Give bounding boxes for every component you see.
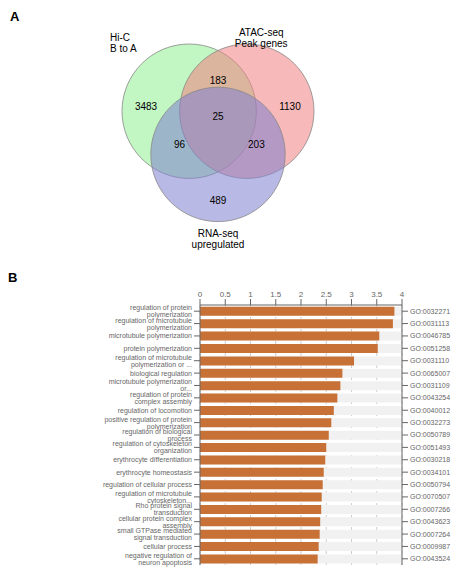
svg-text:GO:0043524: GO:0043524 — [410, 555, 450, 562]
svg-text:GO:0030218: GO:0030218 — [410, 456, 450, 463]
svg-text:GO:0046785: GO:0046785 — [410, 332, 450, 339]
svg-text:protein polymerization: protein polymerization — [124, 345, 193, 353]
html-text:polymerization: polymerization — [146, 311, 192, 319]
svg-text:3: 3 — [349, 290, 354, 299]
svg-text:GO:0007264: GO:0007264 — [410, 531, 450, 538]
svg-text:small GTPase mediatedsignal tr: small GTPase mediatedsignal transduction — [117, 527, 192, 542]
svg-text:biological regulation: biological regulation — [130, 370, 192, 378]
svg-text:ATAC-seqPeak genes: ATAC-seqPeak genes — [235, 27, 288, 49]
svg-text:regulation of proteincomplex a: regulation of proteincomplex assembly — [130, 391, 192, 406]
svg-text:1.5: 1.5 — [270, 290, 282, 299]
svg-text:regulation of cytoskeletonorga: regulation of cytoskeletonorganization — [113, 440, 192, 455]
html-text:cellular protein complex: cellular protein complex — [118, 514, 192, 522]
svg-text:GO:0050794: GO:0050794 — [410, 481, 450, 488]
svg-text:A: A — [10, 9, 20, 24]
svg-text:cellular process: cellular process — [143, 543, 192, 551]
svg-text:183: 183 — [210, 75, 227, 86]
svg-text:2.5: 2.5 — [321, 290, 333, 299]
svg-text:GO:0050789: GO:0050789 — [410, 431, 450, 438]
svg-text:GO:0070507: GO:0070507 — [410, 493, 450, 500]
svg-text:Hi-CB to A: Hi-CB to A — [110, 32, 137, 54]
svg-text:4: 4 — [400, 290, 405, 299]
html-text:transduction: transduction — [153, 509, 192, 517]
html-text:assembly: assembly — [162, 521, 192, 529]
svg-text:regulation of cellular process: regulation of cellular process — [103, 481, 193, 489]
svg-text:GO:0043254: GO:0043254 — [410, 394, 450, 401]
svg-text:GO:0051258: GO:0051258 — [410, 345, 450, 352]
svg-text:erythrocyte dïfferentiation: erythrocyte dïfferentiation — [113, 456, 192, 464]
html-text:regulation of protein: regulation of protein — [130, 304, 192, 312]
html-text:B: B — [8, 270, 18, 285]
html-text:polymerization: polymerization — [146, 422, 192, 430]
svg-text:regulation of locomotion: regulation of locomotion — [118, 407, 192, 415]
svg-text:203: 203 — [248, 139, 265, 150]
svg-text:regulation of microtubulepolym: regulation of microtubulepolymerization — [115, 317, 192, 332]
svg-text:3483: 3483 — [135, 101, 158, 112]
svg-text:1130: 1130 — [279, 101, 301, 112]
html-text:positive regulation of protein: positive regulation of protein — [104, 415, 192, 423]
svg-text:GO:0031109: GO:0031109 — [410, 382, 450, 389]
svg-text:96: 96 — [174, 139, 186, 150]
svg-text:GO:0032273: GO:0032273 — [410, 419, 450, 426]
svg-text:1: 1 — [248, 290, 253, 299]
html-text:Rho protein signal: Rho protein signal — [135, 502, 192, 510]
svg-text:489: 489 — [210, 195, 227, 206]
svg-text:erythrocyte homeostasis: erythrocyte homeostasis — [116, 469, 192, 477]
svg-text:GO:0040012: GO:0040012 — [410, 407, 450, 414]
html-text:cytoskeleton...: cytoskeleton... — [147, 496, 192, 504]
svg-text:GO:0065007: GO:0065007 — [410, 370, 450, 377]
svg-text:GO:0043623: GO:0043623 — [410, 518, 450, 525]
svg-text:RNA-sequpregulated: RNA-sequpregulated — [192, 228, 245, 250]
svg-text:GO:0007266: GO:0007266 — [410, 506, 450, 513]
svg-text:GO:0034101: GO:0034101 — [410, 469, 450, 476]
svg-text:GO:0031113: GO:0031113 — [410, 320, 449, 327]
svg-text:3.5: 3.5 — [371, 290, 383, 299]
html-text:regulation of biological: regulation of biological — [122, 428, 192, 435]
svg-text:25: 25 — [212, 111, 224, 122]
html-text:or...: or... — [180, 385, 192, 393]
svg-text:GO:0009987: GO:0009987 — [410, 543, 450, 550]
svg-text:microtubule polymerization: microtubule polymerization — [109, 332, 192, 340]
svg-text:0: 0 — [198, 290, 203, 299]
svg-text:GO:0032271: GO:0032271 — [410, 308, 450, 315]
svg-text:GO:0051493: GO:0051493 — [410, 444, 450, 451]
svg-text:regulation of microtubulepolym: regulation of microtubulepolymerization … — [115, 354, 192, 369]
html-text:microtubule polymerization: microtubule polymerization — [108, 378, 192, 386]
html-text:regulation of microtubule: regulation of microtubule — [115, 489, 192, 497]
svg-text:GO:0031110: GO:0031110 — [410, 357, 449, 364]
svg-text:negative regulation ofneuron a: negative regulation ofneuron apoptosis — [125, 552, 192, 567]
html-text:process: process — [167, 435, 192, 442]
svg-text:2: 2 — [299, 290, 304, 299]
svg-text:0.5: 0.5 — [220, 290, 232, 299]
